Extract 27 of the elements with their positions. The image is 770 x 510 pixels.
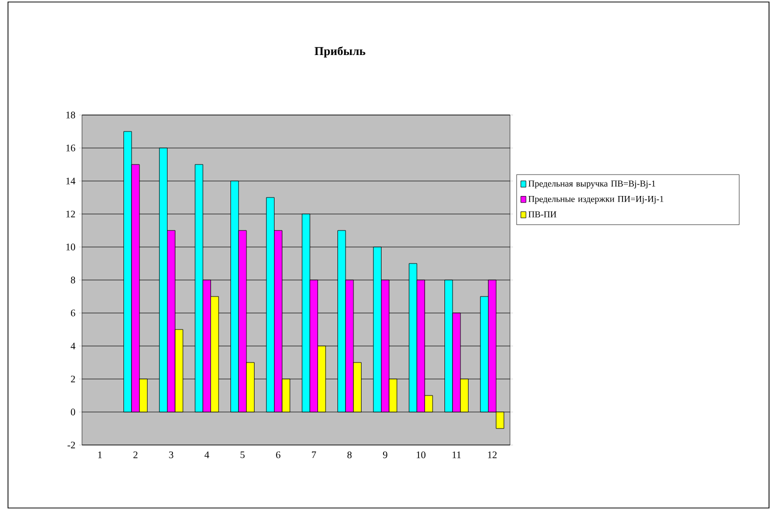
legend-label: Предельная выручка ПВ=Вj-Вj-1 <box>528 180 656 188</box>
legend-label: ПВ-ПИ <box>528 211 556 218</box>
x-tick-label: 8 <box>347 452 352 458</box>
y-tick-label: 6 <box>70 310 76 316</box>
x-tick-label: 10 <box>416 452 426 458</box>
y-tick-label: 16 <box>66 144 76 152</box>
y-tick-label: 12 <box>66 210 75 218</box>
x-tick-label: 4 <box>204 452 210 458</box>
y-tick-label: 18 <box>66 112 76 118</box>
chart-title: Прибыль <box>314 46 366 58</box>
y-tick-label: 4 <box>70 342 76 350</box>
x-tick-label: 9 <box>383 452 388 458</box>
y-tick-label: 0 <box>70 408 76 416</box>
y-tick-label: 2 <box>70 376 75 382</box>
x-tick-label: 7 <box>312 452 316 458</box>
y-tick-label: -2 <box>68 442 75 448</box>
y-tick-label: 10 <box>66 244 76 250</box>
y-tick-label: 14 <box>66 178 76 184</box>
x-tick-label: 11 <box>452 452 461 458</box>
x-tick-label: 12 <box>488 452 497 458</box>
x-tick-label: 2 <box>133 452 138 458</box>
legend-label: Предельные издержки ПИ=Иj-Иj-1 <box>528 196 664 204</box>
x-tick-label: 3 <box>169 452 174 458</box>
y-tick-label: 8 <box>70 276 76 284</box>
x-tick-label: 6 <box>276 452 280 458</box>
x-tick-label: 5 <box>240 452 245 458</box>
x-tick-label: 1 <box>98 452 102 458</box>
